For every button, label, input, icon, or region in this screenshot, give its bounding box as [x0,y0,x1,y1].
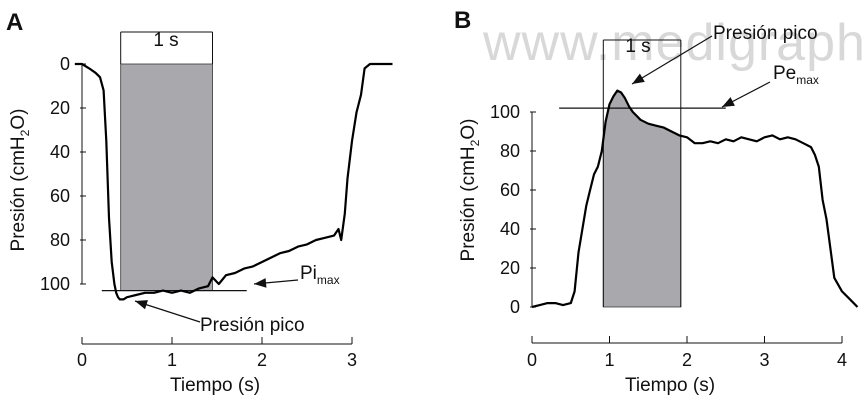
panel-a-pimax-arrow-head [254,278,267,288]
panel-b-x-tick-label: 4 [837,350,847,370]
panel-b: B 0 20 40 60 80 100 0 1 2 3 4 Tiempo (s) Presión (… [454,7,859,396]
panel-a-marks: 0 20 40 60 80 100 0 1 2 3 [40,31,393,370]
panel-b-interval-label: 1 s [625,36,650,57]
panel-b-x-axis-title: Tiempo (s) [625,375,715,396]
panel-a-presion-pico-arrow-head [135,300,148,310]
panel-a-x-tick-label: 3 [347,350,357,370]
panel-b-y-tick-label: 100 [490,102,520,122]
panel-b-y-tick-label: 60 [500,180,520,200]
panel-b-x-tick-label: 3 [759,350,769,370]
panel-b-shaded-area [602,90,682,308]
panel-b-pemax-arrow-head [722,97,735,107]
panel-b-x-tick-label: 1 [604,350,614,370]
panel-a-x-tick-label: 0 [77,350,87,370]
panel-b-series-line [531,89,859,309]
panel-b-x-tick-label: 2 [682,350,692,370]
panel-a-y-tick-label: 20 [50,98,70,118]
panel-a-letter: A [6,9,23,36]
panel-a-pimax-label: Pimax [300,263,340,287]
panel-a-series-line [74,62,393,301]
panel-b-y-tick-label: 80 [500,141,520,161]
panel-b-presion-pico-arrow-head [632,73,645,84]
panel-b-presion-pico-arrow-shaft [631,35,713,85]
panel-a-x-tick-label: 2 [257,350,267,370]
panel-b-marks: 0 20 40 60 80 100 0 1 2 3 4 [490,35,859,370]
panel-a-y-axis-title: Presión (cmH2O) [8,109,32,252]
panel-a-y-tick-label: 40 [50,142,70,162]
panel-a-y-tick-label: 100 [40,274,70,294]
panel-b-x-tick-label: 0 [527,350,537,370]
panel-b-pemax-label: Pemax [773,63,819,87]
watermark-text: www.medigraphic.org [482,14,862,72]
panel-b-y-tick-label: 20 [500,258,520,278]
panel-a: A 0 20 40 60 80 100 0 1 2 3 Tiempo (s) Presión (c… [6,9,393,396]
panel-a-presion-pico-label: Presión pico [200,315,305,336]
panel-b-y-tick-label: 40 [500,219,520,239]
panel-a-interval-label: 1 s [153,30,178,51]
panel-b-y-tick-label: 0 [510,297,520,317]
panel-b-presion-pico-label: Presión pico [713,23,818,44]
panel-a-x-tick-label: 1 [167,350,177,370]
panel-a-y-tick-label: 0 [60,54,70,74]
panel-b-y-axis-title: Presión (cmH2O) [458,119,482,262]
panel-a-y-tick-label: 60 [50,186,70,206]
panel-a-y-tick-label: 80 [50,230,70,250]
panel-b-letter: B [454,7,471,34]
panel-a-shaded-interval [120,63,213,292]
panel-a-x-axis-title: Tiempo (s) [170,375,260,396]
